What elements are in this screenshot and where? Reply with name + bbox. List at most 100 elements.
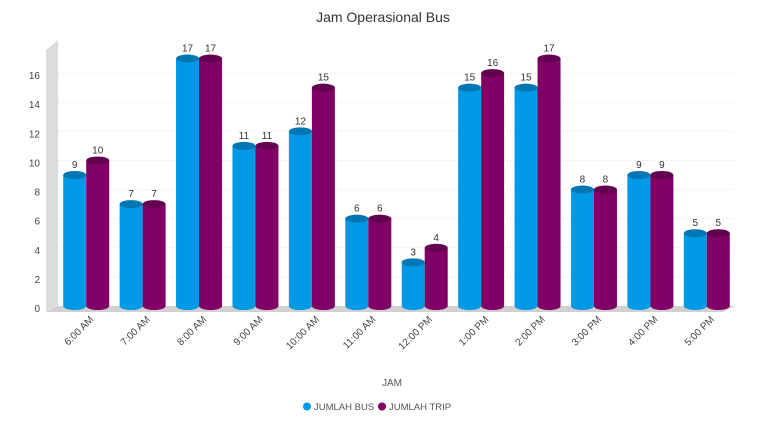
x-tick-label: 3:00 PM [570,314,604,348]
x-tick-label: 10:00 AM [284,314,322,352]
bar-top-cap [650,171,674,179]
legend-label: JUMLAH TRIP [389,402,451,413]
bar-body [537,58,561,306]
bar[interactable] [401,258,425,310]
legend-marker [378,402,386,411]
bar-top-cap [424,243,448,252]
data-label: 17 [182,44,194,55]
bar-body [368,218,392,306]
bar[interactable] [142,200,166,310]
bar[interactable] [199,54,223,310]
x-tick-label: 4:00 PM [626,314,660,348]
bar-top-cap [199,54,223,63]
bar[interactable] [627,171,651,310]
bar[interactable] [537,54,561,310]
bar-top-cap [176,54,200,63]
chart-side-wall [46,40,58,312]
bar-top-cap [288,127,312,136]
y-tick-label: 8 [34,188,40,199]
data-label: 7 [151,189,157,200]
bar[interactable] [481,69,505,310]
bar-bottom-cap [345,302,369,310]
bar-bottom-cap [311,302,335,310]
bar-bottom-cap [142,302,166,310]
bar-body [63,175,87,306]
bar-top-cap [311,83,335,92]
x-tick-label: 1:00 PM [457,314,491,348]
bar[interactable] [119,200,143,310]
bar[interactable] [311,83,335,310]
x-tick-label: 12:00 PM [397,314,435,352]
data-label: 3 [410,247,416,258]
data-label: 6 [377,204,383,215]
bar[interactable] [288,127,312,310]
bar-top-cap [537,54,561,63]
data-label: 10 [92,145,104,156]
bar[interactable] [232,141,256,310]
data-label: 9 [636,160,642,171]
bar-body [255,145,279,306]
data-label: 16 [487,58,499,69]
bar-bottom-cap [458,302,482,310]
bar[interactable] [514,83,538,310]
bar-body [142,204,166,306]
data-label: 17 [205,44,217,55]
bar-body [176,58,200,306]
bar-top-cap [570,185,594,194]
bar-body [311,87,335,307]
bar-bottom-cap [627,302,651,310]
bar-body [119,204,143,306]
y-tick-label: 4 [34,246,40,257]
legend-item[interactable]: JUMLAH BUS [303,402,374,413]
bar-body [570,189,594,306]
legend-item[interactable]: JUMLAH TRIP [378,402,451,413]
bar-bottom-cap [570,302,594,310]
x-tick-label: 6:00 AM [63,314,97,348]
data-label: 15 [464,73,476,84]
bar[interactable] [570,185,594,310]
bar-top-cap [627,171,651,179]
x-tick-label: 11:00 AM [341,314,378,351]
bar[interactable] [458,83,482,310]
bar-body [424,247,448,306]
data-label: 8 [580,175,586,186]
bar[interactable] [683,229,707,310]
data-label: 9 [72,160,78,171]
bar[interactable] [176,54,200,310]
data-label: 11 [262,131,273,142]
x-tick-label: 5:00 PM [683,314,717,348]
data-label: 11 [239,131,250,142]
y-tick-label: 10 [29,158,41,169]
data-label: 9 [659,160,665,171]
y-tick-label: 2 [34,275,40,286]
bar-bottom-cap [232,302,256,310]
bar[interactable] [424,243,448,310]
bar-bottom-cap [119,302,143,310]
data-label: 17 [543,44,555,55]
bar-top-cap [514,83,538,92]
y-tick-label: 14 [29,100,41,111]
bar[interactable] [706,229,730,310]
data-label: 5 [693,218,699,229]
x-tick-label: 9:00 AM [232,314,266,348]
bar-top-cap [345,214,369,223]
bar[interactable] [345,214,369,310]
bar-top-cap [481,69,505,78]
bar[interactable] [368,214,392,310]
bar[interactable] [650,171,674,310]
bar-bottom-cap [683,302,707,310]
bar-bottom-cap [176,302,200,310]
bar-bottom-cap [481,302,505,310]
bar-top-cap [458,83,482,92]
bar-body [401,262,425,306]
bar-top-cap [683,229,707,238]
bar-bottom-cap [199,302,223,310]
bar[interactable] [255,141,279,310]
bar-top-cap [593,185,617,194]
bar[interactable] [86,156,110,310]
bar[interactable] [63,171,87,310]
bar-body [593,189,617,306]
bar[interactable] [593,185,617,310]
bar-top-cap [63,171,87,179]
